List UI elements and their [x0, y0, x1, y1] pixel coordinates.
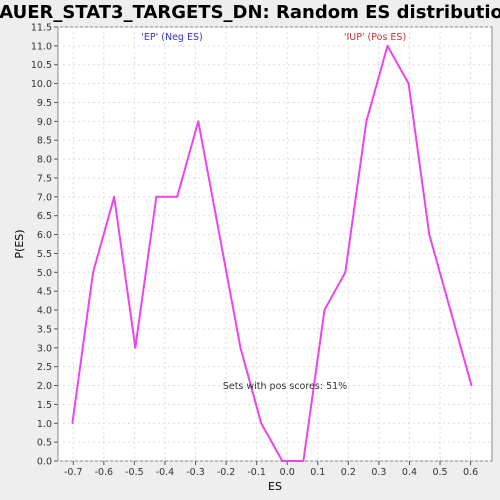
y-tick-label: 1.5: [37, 400, 52, 411]
y-tick-label: 11.5: [31, 23, 52, 34]
data-point: [71, 422, 74, 425]
y-axis-label: P(ES): [13, 229, 26, 258]
y-tick-label: 9.5: [37, 98, 52, 109]
data-point: [155, 196, 158, 198]
y-tick-label: 8.5: [37, 136, 52, 147]
data-point: [281, 460, 284, 462]
x-tick-label: -0.3: [186, 467, 205, 478]
y-tick-label: 8.0: [37, 155, 52, 166]
data-point: [470, 384, 473, 387]
data-point: [197, 120, 200, 123]
x-tick-label: -0.7: [64, 467, 83, 478]
y-tick-label: 4.5: [37, 287, 52, 298]
plot-area: [57, 26, 493, 462]
sets-pos-scores-annotation: Sets with pos scores: 51%: [223, 381, 347, 392]
x-tick-label: 0.3: [371, 467, 386, 478]
chart-title: DAUER_STAT3_TARGETS_DN: Random ES distri…: [0, 2, 500, 23]
data-point: [176, 196, 178, 198]
data-point: [239, 346, 242, 349]
data-point: [218, 233, 221, 236]
y-tick-label: 3.0: [37, 343, 52, 354]
y-tick-label: 0.0: [37, 457, 52, 468]
y-tick-label: 5.5: [37, 249, 52, 260]
pos-es-label: 'IUP' (Pos ES): [344, 32, 406, 43]
grid: [58, 26, 492, 462]
y-tick-label: 11.0: [31, 41, 52, 52]
data-point: [323, 309, 326, 311]
data-point: [92, 271, 94, 274]
x-tick-label: -0.2: [217, 467, 236, 478]
x-tick-label: 0.5: [432, 467, 447, 478]
x-tick-label: -0.6: [95, 467, 114, 478]
y-tick-label: 5.0: [37, 268, 52, 279]
data-point: [428, 233, 431, 236]
data-point: [260, 422, 263, 425]
data-point: [386, 45, 389, 47]
data-point: [134, 346, 137, 349]
y-axis-ticks: 0.0 0.5 1.0 1.5 2.0 2.5 3.0 3.5 4.0 4.5 5.0 5.5 6.0 6…: [31, 23, 58, 468]
x-tick-label: 0.2: [341, 467, 356, 478]
y-tick-label: 10.5: [31, 60, 52, 71]
y-tick-label: 10.0: [31, 79, 52, 90]
y-tick-label: 3.5: [37, 324, 52, 335]
y-tick-label: 9.0: [37, 117, 52, 128]
data-point: [344, 271, 347, 274]
x-tick-label: 0.0: [280, 467, 295, 478]
y-tick-label: 6.0: [37, 230, 52, 241]
y-tick-label: 4.0: [37, 306, 52, 317]
data-point: [113, 196, 116, 198]
y-tick-label: 6.5: [37, 211, 52, 222]
x-tick-label: 0.4: [402, 467, 417, 478]
x-tick-label: 0.6: [463, 467, 478, 478]
y-tick-label: 2.5: [37, 362, 52, 373]
data-point: [365, 120, 368, 123]
y-tick-label: 7.5: [37, 173, 52, 184]
data-point: [407, 82, 410, 85]
series-points: [71, 45, 473, 462]
y-tick-label: 2.0: [37, 381, 52, 392]
y-tick-label: 1.0: [37, 419, 52, 430]
data-point: [302, 460, 305, 462]
x-tick-label: -0.5: [125, 467, 144, 478]
y-tick-label: 0.5: [37, 438, 52, 449]
x-tick-label: 0.1: [310, 467, 325, 478]
y-tick-label: 7.0: [37, 192, 52, 203]
x-tick-label: -0.1: [247, 467, 266, 478]
x-axis-ticks: -0.7 -0.6 -0.5 -0.4 -0.3 -0.2 -0.1 0.0 0.1 0.2 0.3…: [64, 461, 478, 478]
x-axis-label: ES: [268, 480, 282, 493]
neg-es-label: 'EP' (Neg ES): [141, 32, 202, 43]
x-tick-label: -0.4: [156, 467, 175, 478]
